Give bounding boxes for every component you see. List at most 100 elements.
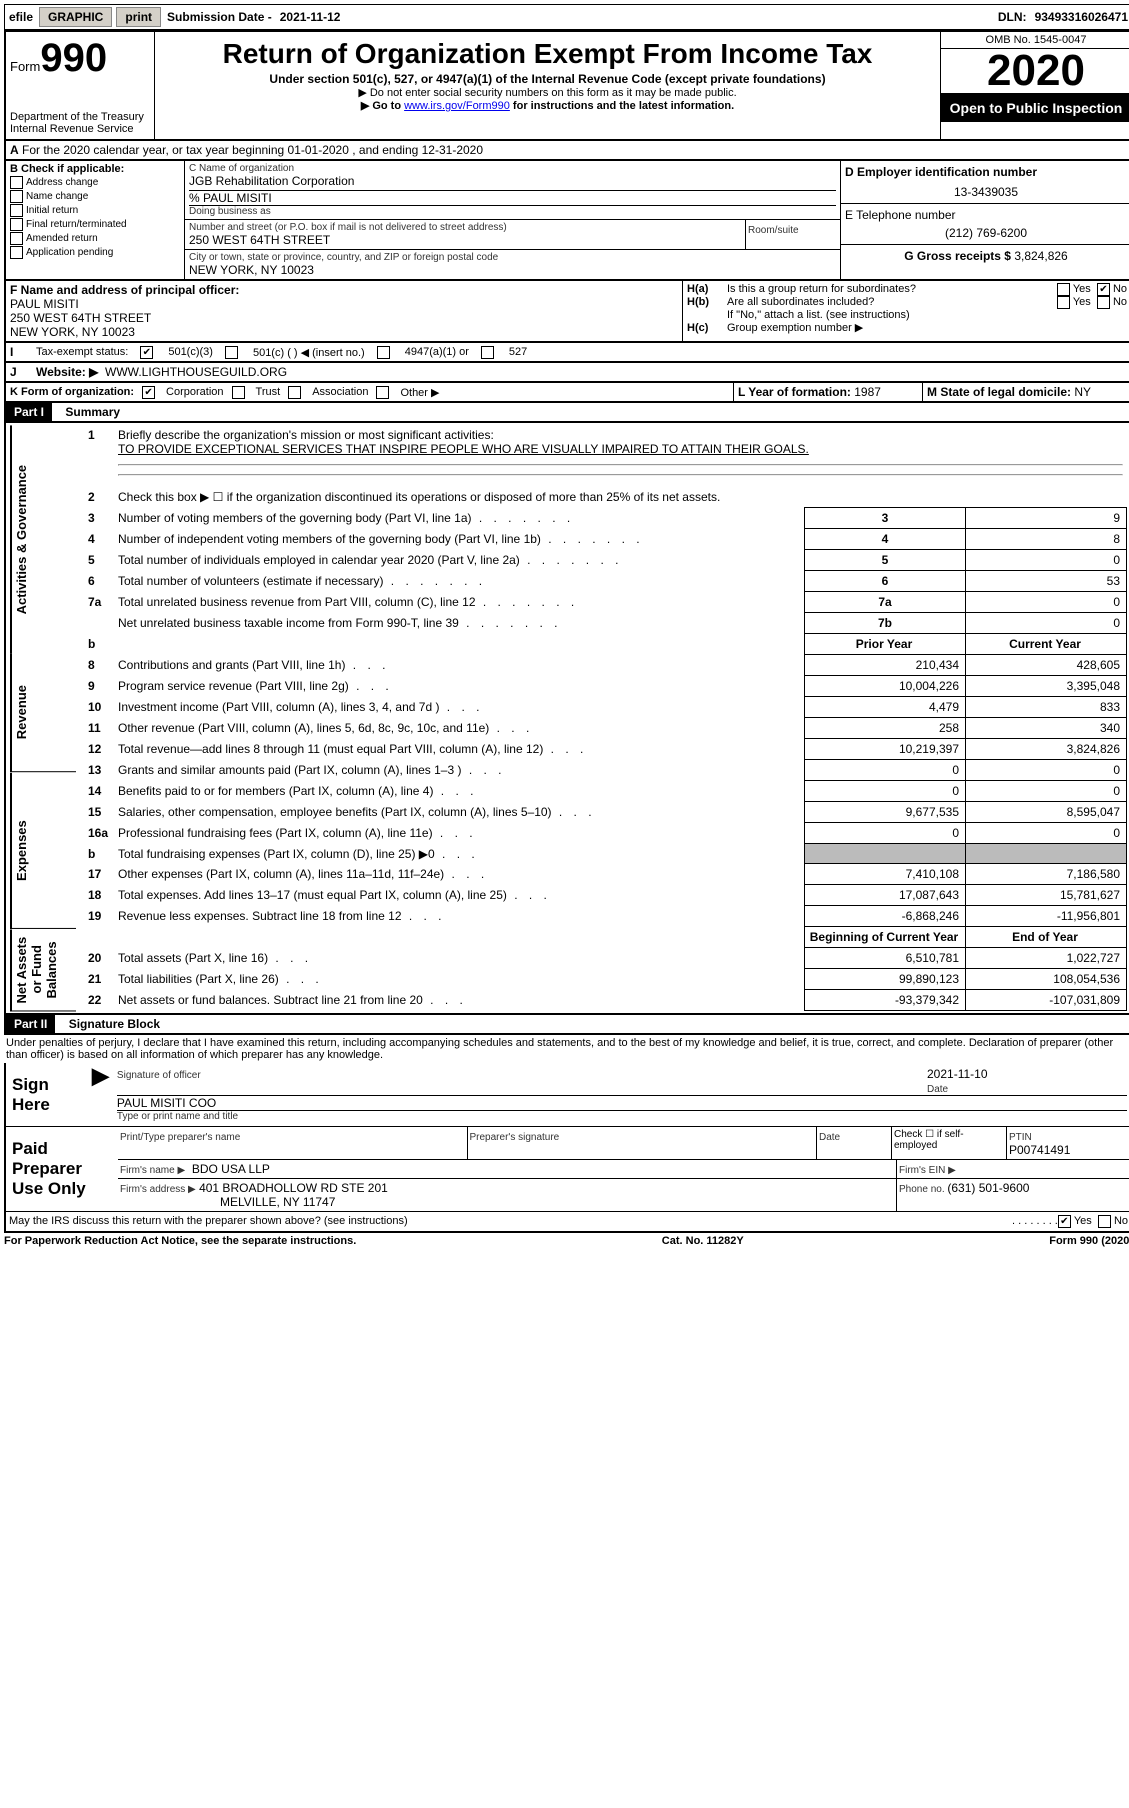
phone-label: Phone no. [899, 1184, 947, 1195]
declaration: Under penalties of perjury, I declare th… [4, 1035, 1129, 1063]
summary-row: 3Number of voting members of the governi… [84, 508, 1127, 529]
summary-row: 21Total liabilities (Part X, line 26) . … [84, 969, 1127, 990]
part-ii-title: Signature Block [59, 1017, 160, 1031]
summary-row: 11Other revenue (Part VIII, column (A), … [84, 718, 1127, 739]
prep-sig-label: Preparer's signature [470, 1132, 560, 1143]
cb-501c3[interactable] [140, 346, 153, 359]
cb-corp[interactable] [142, 386, 155, 399]
cb-527[interactable] [481, 346, 494, 359]
firm-name: BDO USA LLP [192, 1162, 270, 1176]
col-eoy: End of Year [966, 927, 1127, 948]
vlabel-netassets: Net Assets or Fund Balances [10, 929, 76, 1011]
tax-year-line: For the 2020 calendar year, or tax year … [22, 143, 483, 157]
cb-amended[interactable]: Amended return [10, 232, 180, 245]
footer: For Paperwork Reduction Act Notice, see … [4, 1233, 1129, 1249]
website: WWW.LIGHTHOUSEGUILD.ORG [105, 365, 287, 379]
hc-label: Group exemption number ▶ [727, 322, 863, 334]
sign-here-label: Sign Here [6, 1063, 88, 1126]
summary-row: 17Other expenses (Part IX, column (A), l… [84, 864, 1127, 885]
cb-assoc[interactable] [288, 386, 301, 399]
summary-row: 13Grants and similar amounts paid (Part … [84, 760, 1127, 781]
year-formed: 1987 [854, 385, 881, 399]
city-state-zip: NEW YORK, NY 10023 [189, 263, 836, 277]
ein: 13-3439035 [845, 185, 1127, 199]
d-label: D Employer identification number [845, 165, 1037, 179]
cb-pending[interactable]: Application pending [10, 246, 180, 259]
form-note-2-end: for instructions and the latest informat… [510, 100, 734, 112]
inspection-label: Open to Public Inspection [941, 94, 1129, 122]
hb-label: Are all subordinates included? [727, 296, 1057, 309]
form-subtitle: Under section 501(c), 527, or 4947(a)(1)… [159, 72, 936, 86]
print-button[interactable]: print [116, 7, 161, 27]
officer-addr: 250 WEST 64TH STREET NEW YORK, NY 10023 [10, 311, 151, 339]
l-label: L Year of formation: [738, 385, 854, 399]
section-fh: F Name and address of principal officer:… [4, 281, 1129, 343]
cb-other[interactable] [376, 386, 389, 399]
hb-yes-checkbox[interactable] [1057, 296, 1070, 309]
section-a: A For the 2020 calendar year, or tax yea… [4, 141, 1129, 161]
line2: Check this box ▶ ☐ if the organization d… [114, 487, 1127, 508]
paperwork-notice: For Paperwork Reduction Act Notice, see … [4, 1235, 356, 1247]
section-b-header: B Check if applicable: [10, 163, 124, 175]
dln-value: 93493316026471 [1031, 10, 1129, 24]
cb-initial-return[interactable]: Initial return [10, 204, 180, 217]
discuss-question: May the IRS discuss this return with the… [9, 1215, 1012, 1228]
tax-year: 2020 [941, 49, 1129, 94]
irs-link[interactable]: www.irs.gov/Form990 [404, 100, 510, 112]
summary-row: 6Total number of volunteers (estimate if… [84, 571, 1127, 592]
cb-501c[interactable] [225, 346, 238, 359]
j-label: Website: ▶ [36, 365, 98, 379]
dept-label: Department of the Treasury Internal Reve… [10, 111, 150, 135]
telephone: (212) 769-6200 [845, 226, 1127, 240]
vlabel-expenses: Expenses [10, 773, 76, 929]
ha-yes-checkbox[interactable] [1057, 283, 1070, 296]
summary-row: 18Total expenses. Add lines 13–17 (must … [84, 885, 1127, 906]
cb-4947[interactable] [377, 346, 390, 359]
c-label: C Name of organization [189, 163, 836, 174]
signature-block: Sign Here ▶ Signature of officer 2021-11… [4, 1063, 1129, 1233]
submission-date: 2021-11-12 [276, 10, 345, 24]
cb-trust[interactable] [232, 386, 245, 399]
ha-no-checkbox[interactable] [1097, 283, 1110, 296]
arrow-icon: ▶ [92, 1063, 109, 1126]
hb-no-checkbox[interactable] [1097, 296, 1110, 309]
ptin-label: PTIN [1009, 1132, 1032, 1143]
discuss-yes[interactable] [1058, 1215, 1071, 1228]
graphic-button[interactable]: GRAPHIC [39, 7, 112, 27]
section-bcdefg: B Check if applicable: Address change Na… [4, 161, 1129, 281]
discuss-no[interactable] [1098, 1215, 1111, 1228]
paid-preparer-label: Paid Preparer Use Only [6, 1127, 118, 1211]
summary-row: 16aProfessional fundraising fees (Part I… [84, 823, 1127, 844]
form-note-2: ▶ Go to [361, 100, 404, 112]
col-bcy: Beginning of Current Year [805, 927, 966, 948]
prep-name-label: Print/Type preparer's name [120, 1132, 240, 1143]
summary-section: Activities & Governance Revenue Expenses… [4, 423, 1129, 1015]
phone: (631) 501-9600 [947, 1181, 1029, 1195]
part-ii-header: Part II Signature Block [4, 1015, 1129, 1035]
g-label: G Gross receipts $ [904, 249, 1014, 263]
form-header: Form990 Department of the Treasury Inter… [4, 30, 1129, 141]
summary-row: 12Total revenue—add lines 8 through 11 (… [84, 739, 1127, 760]
f-label: F Name and address of principal officer: [10, 283, 239, 297]
name-title-label: Type or print name and title [117, 1110, 1127, 1122]
self-employed: Check ☐ if self-employed [892, 1127, 1007, 1159]
section-j: J Website: ▶ WWW.LIGHTHOUSEGUILD.ORG [4, 363, 1129, 383]
section-i: I Tax-exempt status: 501(c)(3) 501(c) ( … [4, 343, 1129, 363]
prep-date-label: Date [819, 1132, 840, 1143]
summary-row: bTotal fundraising expenses (Part IX, co… [84, 844, 1127, 864]
summary-row: 20Total assets (Part X, line 16) . . .6,… [84, 948, 1127, 969]
summary-row: 15Salaries, other compensation, employee… [84, 802, 1127, 823]
part-i-header: Part I Summary [4, 403, 1129, 423]
cb-address-change[interactable]: Address change [10, 176, 180, 189]
summary-row: 22Net assets or fund balances. Subtract … [84, 990, 1127, 1011]
efile-label: efile [5, 10, 37, 24]
firm-ein-label: Firm's EIN ▶ [899, 1165, 956, 1176]
line1-label: Briefly describe the organization's miss… [118, 428, 494, 442]
vlabel-governance: Activities & Governance [10, 425, 76, 653]
firm-addr-label: Firm's address ▶ [120, 1184, 196, 1195]
summary-row: 5Total number of individuals employed in… [84, 550, 1127, 571]
cb-name-change[interactable]: Name change [10, 190, 180, 203]
cb-final-return[interactable]: Final return/terminated [10, 218, 180, 231]
firm-addr: 401 BROADHOLLOW RD STE 201 [199, 1181, 388, 1195]
summary-row: 10Investment income (Part VIII, column (… [84, 697, 1127, 718]
